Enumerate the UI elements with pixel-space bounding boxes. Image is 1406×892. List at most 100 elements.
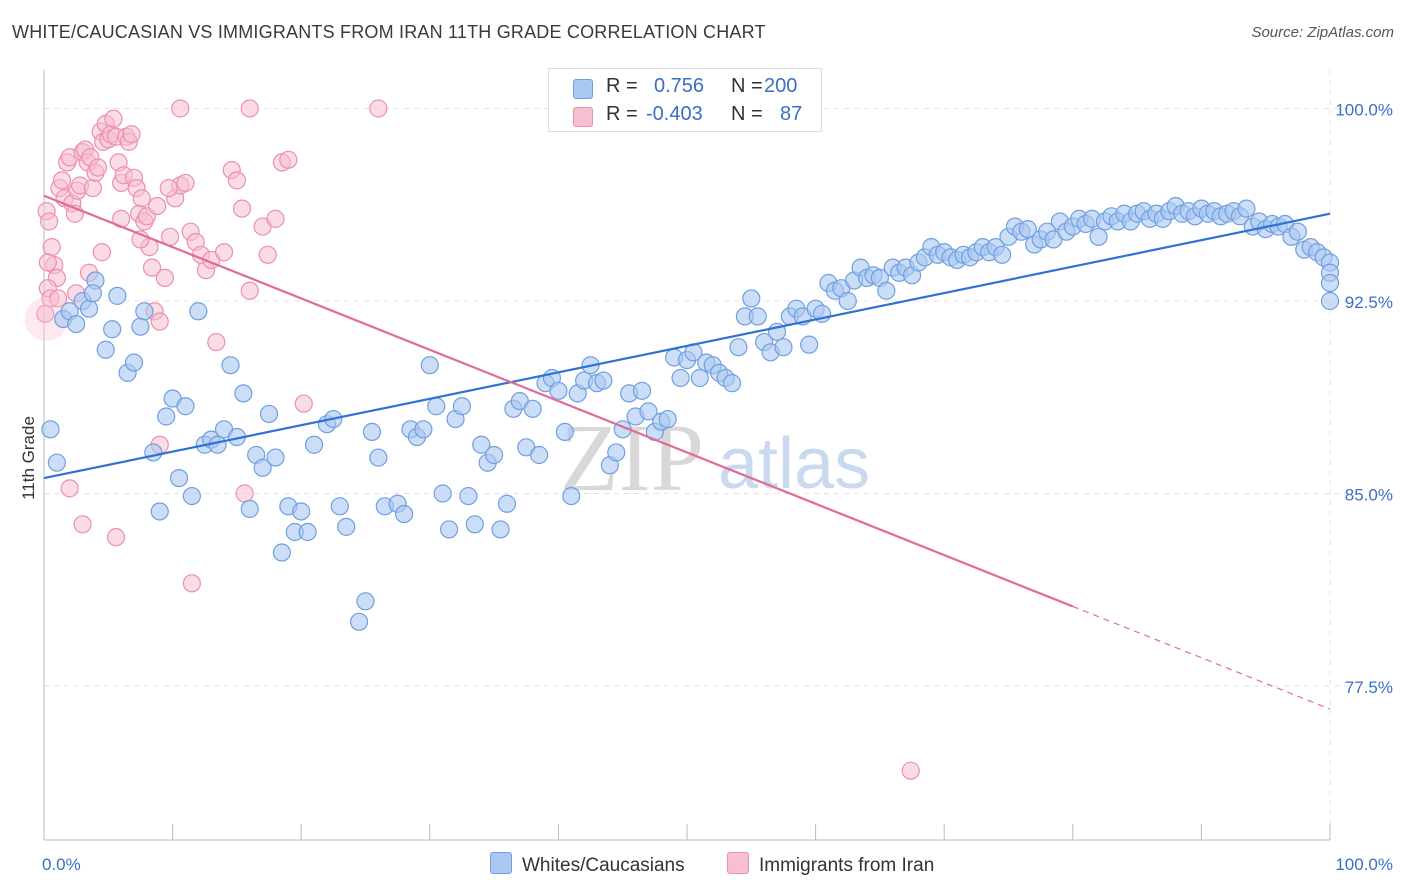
white-point	[1018, 220, 1037, 239]
white-point	[491, 520, 510, 539]
legend-n-label: N =	[731, 103, 763, 125]
white-point	[549, 381, 568, 400]
white-point	[1320, 273, 1340, 293]
white-point	[774, 338, 793, 357]
white-point	[292, 502, 311, 521]
white-point	[523, 399, 542, 418]
white-point	[729, 338, 748, 357]
white-point	[459, 486, 478, 506]
iran-point	[73, 515, 92, 534]
white-point	[465, 515, 484, 534]
series-iran-points	[24, 99, 920, 780]
white-point	[240, 499, 259, 518]
white-point	[748, 307, 767, 326]
white-point	[272, 543, 292, 562]
white-point	[632, 381, 652, 400]
x-tick-label: 0.0%	[42, 855, 81, 874]
iran-point	[88, 158, 108, 177]
bottom-legend-swatch-pink	[727, 852, 749, 874]
white-point	[1320, 291, 1340, 311]
iran-point	[369, 99, 388, 118]
white-point	[594, 371, 613, 390]
white-point	[414, 420, 433, 439]
source-label: Source: ZipAtlas.com	[1251, 24, 1394, 41]
iran-point	[258, 245, 277, 264]
axes	[43, 70, 1331, 841]
iran-point	[155, 268, 174, 287]
iran-point	[235, 484, 254, 503]
iran-point	[232, 199, 252, 218]
white-point	[722, 374, 742, 393]
legend-n-value: 200	[764, 75, 798, 97]
white-point	[800, 335, 819, 354]
white-point	[131, 317, 150, 336]
white-point	[427, 397, 446, 416]
iran-trend-line	[43, 194, 1074, 608]
white-point	[530, 445, 549, 465]
iran-point	[83, 178, 102, 198]
white-point	[607, 443, 626, 462]
iran-point-cluster	[24, 296, 69, 341]
white-point	[108, 286, 127, 305]
white-point	[189, 302, 208, 321]
iran-point	[240, 281, 259, 300]
legend-r-label: R =	[606, 103, 638, 125]
iran-point	[42, 238, 61, 257]
y-tick-label: 100.0%	[1335, 101, 1393, 120]
white-point	[150, 502, 169, 521]
x-tick-label: 100.0%	[1335, 855, 1393, 874]
white-point	[362, 422, 382, 441]
white-point	[1089, 227, 1108, 246]
iran-point	[182, 574, 201, 593]
white-point	[330, 497, 349, 516]
iran-point	[142, 258, 162, 277]
iran-point	[38, 253, 57, 272]
legend-r-label: R =	[606, 75, 638, 97]
white-point	[103, 320, 122, 339]
white-point	[369, 448, 388, 467]
iran-point	[159, 178, 178, 198]
white-point	[41, 420, 60, 439]
white-point	[253, 458, 272, 477]
white-point	[639, 402, 658, 421]
y-tick-label: 92.5%	[1345, 293, 1393, 312]
white-point	[394, 504, 414, 524]
white-point	[96, 340, 115, 359]
white-point	[349, 612, 369, 631]
white-point	[221, 356, 240, 375]
legend-n-label: N =	[731, 75, 763, 97]
y-tick-label: 77.5%	[1345, 678, 1393, 697]
white-point	[266, 448, 285, 467]
white-point	[79, 299, 99, 318]
iran-point	[294, 394, 313, 413]
legend-n-value: 87	[780, 103, 803, 125]
iran-point	[171, 99, 190, 118]
white-point	[144, 443, 163, 462]
white-point	[877, 281, 896, 300]
white-trend-line	[43, 212, 1331, 480]
iran-point	[122, 125, 141, 144]
iran-point	[266, 209, 285, 228]
iran-point	[132, 189, 151, 208]
white-point	[47, 453, 66, 472]
tick-labels: 77.5% 85.0% 92.5% 100.0% 0.0% 100.0%	[42, 101, 1393, 875]
white-point	[742, 289, 761, 308]
iran-trend-extension	[1072, 605, 1331, 710]
white-point	[234, 384, 253, 403]
white-point	[67, 315, 86, 334]
white-point	[259, 404, 279, 424]
white-point	[485, 445, 504, 465]
white-point	[1288, 222, 1307, 241]
white-point	[182, 486, 201, 506]
bottom-legend-swatch-blue	[490, 852, 512, 874]
iran-point	[92, 243, 111, 262]
iran-point	[40, 212, 59, 231]
legend-stats: R = 0.756 N = 200 R = -0.403 N = 87	[548, 68, 822, 132]
white-point	[671, 368, 690, 388]
white-point	[356, 592, 375, 611]
legend-swatch-blue	[573, 79, 593, 99]
white-point	[420, 356, 439, 375]
legend-swatch-pink	[573, 107, 593, 127]
white-point	[497, 494, 517, 513]
